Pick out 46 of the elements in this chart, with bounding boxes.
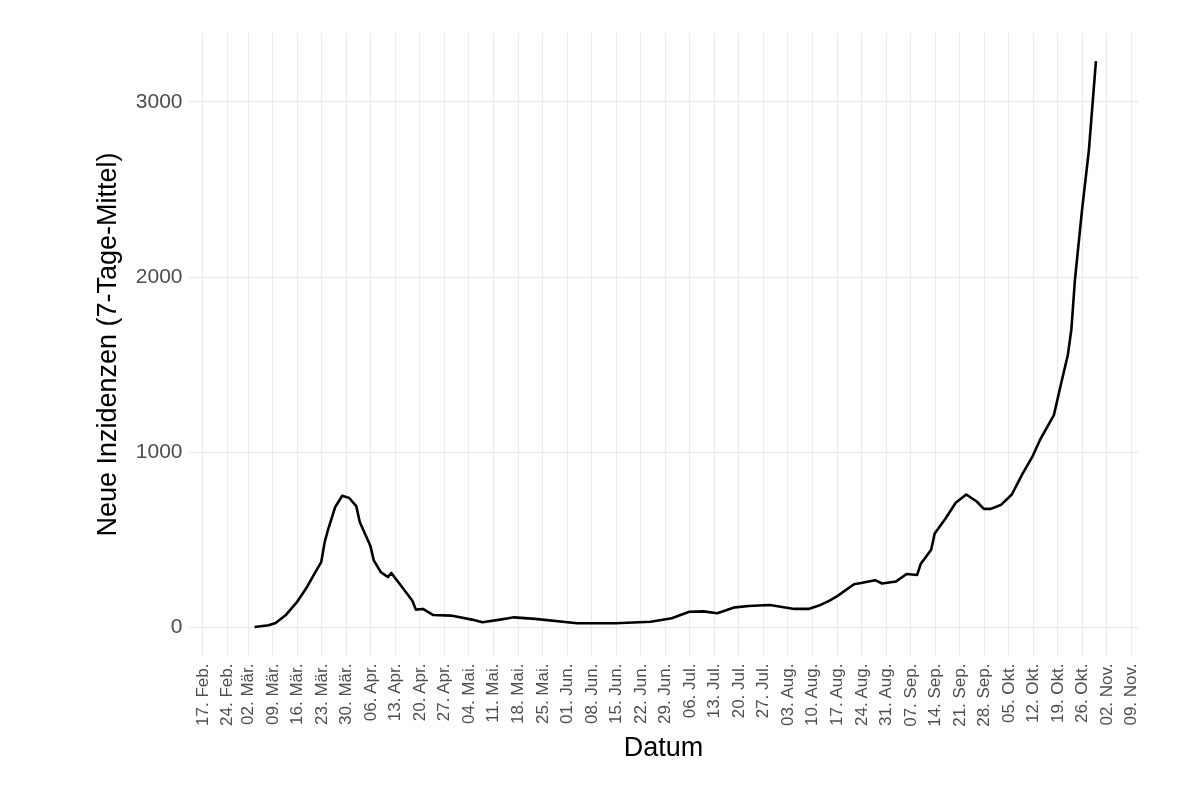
x-tick-label: 02. Nov. bbox=[1096, 663, 1116, 726]
x-tick-label: 26. Okt. bbox=[1072, 663, 1092, 724]
x-tick-label: 11. Mai. bbox=[483, 663, 503, 723]
x-tick-label: 29. Jun. bbox=[655, 663, 675, 724]
x-tick-label: 13. Jul. bbox=[704, 663, 724, 719]
x-tick-label: 18. Mai. bbox=[508, 663, 528, 724]
x-tick-label: 06. Jul. bbox=[679, 663, 699, 719]
x-tick-label: 25. Mai. bbox=[532, 663, 552, 724]
x-tick-label: 19. Okt. bbox=[1047, 663, 1067, 724]
x-tick-label: 17. Feb. bbox=[192, 663, 212, 726]
x-tick-label: 17. Aug. bbox=[827, 663, 847, 726]
x-tick-label: 03. Aug. bbox=[777, 663, 797, 726]
y-axis-title: Neue Inzidenzen (7-Tage-Mittel) bbox=[91, 152, 122, 537]
x-tick-label: 09. Nov. bbox=[1121, 663, 1141, 726]
x-tick-label: 06. Apr. bbox=[360, 663, 380, 722]
x-tick-label: 31. Aug. bbox=[876, 663, 896, 726]
x-tick-label: 02. Mär. bbox=[238, 663, 258, 725]
x-tick-label: 24. Feb. bbox=[217, 663, 237, 726]
x-tick-label: 13. Apr. bbox=[385, 663, 405, 722]
x-tick-label: 01. Jun. bbox=[557, 663, 577, 724]
x-tick-label: 24. Aug. bbox=[851, 663, 871, 726]
x-tick-label: 12. Okt. bbox=[1023, 663, 1043, 724]
line-series bbox=[253, 59, 1098, 629]
y-tick-label: 3000 bbox=[135, 88, 183, 112]
x-axis-title: Datum bbox=[623, 731, 704, 762]
x-tick-label: 23. Mär. bbox=[311, 663, 331, 725]
y-tick-label: 1000 bbox=[135, 439, 183, 463]
x-tick-label: 15. Jun. bbox=[606, 663, 626, 724]
y-tick-label: 2000 bbox=[135, 264, 183, 288]
x-tick-label: 07. Sep. bbox=[900, 663, 920, 727]
x-tick-label: 21. Sep. bbox=[949, 663, 969, 727]
x-tick-label: 04. Mai. bbox=[458, 663, 478, 724]
x-tick-label: 10. Aug. bbox=[802, 663, 822, 726]
x-tick-label: 28. Sep. bbox=[974, 663, 994, 727]
y-tick-label: 0 bbox=[170, 614, 183, 638]
x-tick-label: 20. Jul. bbox=[728, 663, 748, 719]
x-tick-label: 22. Jun. bbox=[630, 663, 650, 724]
x-tick-label: 08. Jun. bbox=[581, 663, 601, 724]
x-tick-label: 05. Okt. bbox=[998, 663, 1018, 724]
x-tick-label: 27. Jul. bbox=[753, 663, 773, 719]
x-tick-label: 27. Apr. bbox=[434, 663, 454, 722]
x-tick-label: 14. Sep. bbox=[925, 663, 945, 727]
x-tick-label: 16. Mär. bbox=[287, 663, 307, 725]
x-tick-label: 20. Apr. bbox=[409, 663, 429, 722]
x-tick-label: 30. Mär. bbox=[336, 663, 356, 725]
x-tick-label: 09. Mär. bbox=[262, 663, 282, 725]
